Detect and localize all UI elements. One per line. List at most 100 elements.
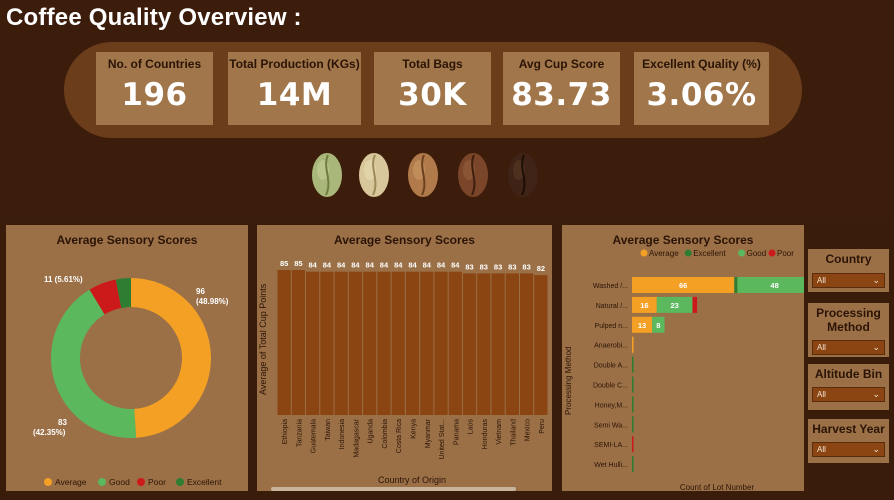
medium-roast-bean-icon — [408, 153, 438, 197]
country-tick-label: Myanmar — [425, 418, 432, 448]
stack-segment-average — [632, 296, 657, 313]
slicer-title: Harvest Year — [812, 422, 885, 436]
legend-item-good: Good — [98, 477, 130, 487]
donut-label-average-pct: (48.98%) — [196, 297, 229, 306]
country-bar — [405, 271, 420, 415]
country-tick-label: Honduras — [482, 419, 489, 450]
stack-segment-good — [737, 277, 804, 293]
country-tick-label: Mexico — [525, 419, 532, 441]
legend-item-excellent: Excellent — [176, 477, 222, 487]
processing-method-label: Washed /... — [593, 283, 628, 290]
stack-segment-value: 48 — [770, 281, 778, 290]
slicer-title: Altitude Bin — [814, 367, 883, 381]
country-bar — [277, 270, 291, 415]
green-bean-icon — [312, 153, 342, 197]
country-bar — [462, 273, 477, 415]
country-tick-label: Kenya — [411, 419, 418, 439]
stack-segment-average — [632, 316, 653, 333]
country-dropdown[interactable]: All ⌄ — [812, 273, 885, 288]
stack-segment-poor — [632, 436, 634, 453]
kpi-label: Total Production (KGs) — [229, 57, 360, 71]
svg-text:Average: Average — [55, 477, 87, 487]
stack-segment-excellent — [632, 416, 634, 433]
processing-method-chart-panel: Average Sensory Scores Average Excellent G… — [562, 225, 804, 491]
country-tick-label: Tanzania — [296, 419, 303, 447]
country-tick-label: Peru — [539, 419, 546, 434]
country-bar-value: 83 — [494, 262, 502, 271]
country-tick-label: Colombia — [382, 419, 389, 449]
processing-method-label: Semi Wa... — [594, 422, 628, 429]
kpi-label: Avg Cup Score — [518, 57, 605, 71]
altitude-bin-dropdown[interactable]: All ⌄ — [812, 387, 885, 402]
chevron-down-icon: ⌄ — [872, 444, 880, 454]
legend-item-excellent: Excellent — [684, 249, 726, 258]
donut-label-good-count: 83 — [58, 418, 67, 427]
donut-slice-average — [131, 278, 212, 438]
stack-segment-excellent — [632, 396, 634, 413]
kpi-label: No. of Countries — [107, 57, 202, 71]
country-bar-value: 83 — [465, 262, 473, 271]
country-tick-label: United Stat... — [439, 419, 446, 460]
country-tick-label: Indonesia — [339, 419, 346, 449]
processing-method-label: Natural /... — [596, 303, 628, 310]
country-bar-value: 85 — [294, 259, 302, 268]
legend-item-average: Average — [44, 477, 87, 487]
kpi-card-production: Total Production (KGs) 14M — [228, 52, 361, 125]
chevron-down-icon: ⌄ — [872, 342, 880, 352]
country-slicer: Country All ⌄ — [808, 249, 889, 292]
chevron-down-icon: ⌄ — [872, 389, 880, 399]
country-bar — [291, 270, 306, 415]
country-bar-value: 84 — [351, 261, 360, 270]
country-bar — [420, 271, 434, 415]
harvest-year-dropdown[interactable]: All ⌄ — [812, 442, 885, 457]
stack-segment-good — [656, 296, 693, 313]
processing-method-label: Double C... — [593, 383, 628, 390]
country-bar — [348, 271, 363, 415]
kpi-value: 14M — [256, 77, 333, 113]
country-bar-value: 85 — [280, 259, 288, 268]
donut-label-good-pct: (42.35%) — [33, 428, 66, 437]
donut-chart[interactable]: 96 (48.98%) 11 (5.61%) 83 (42.35%) Avera… — [6, 225, 248, 491]
stack-segment-excellent — [734, 277, 738, 293]
svg-text:Poor: Poor — [777, 249, 794, 258]
donut-chart-title: Average Sensory Scores — [56, 233, 198, 247]
slicer-title: Processing Method — [816, 306, 881, 334]
medium-dark-roast-bean-icon — [458, 153, 488, 197]
hbar-xlabel: Count of Lot Number — [680, 483, 755, 491]
header-section: Coffee Quality Overview : No. of Countri… — [0, 0, 894, 218]
country-bar-value: 84 — [437, 261, 446, 270]
stack-segment-poor — [692, 296, 698, 313]
country-bar-value: 84 — [451, 261, 460, 270]
country-bar — [491, 273, 505, 415]
processing-method-dropdown[interactable]: All ⌄ — [812, 340, 885, 355]
processing-method-slicer: Processing Method All ⌄ — [808, 303, 889, 357]
processing-method-label: Anaerobi... — [594, 343, 628, 350]
country-bar-value: 83 — [508, 262, 516, 271]
country-tick-label: Thailand — [510, 419, 517, 446]
country-bar-chart-panel: Average Sensory Scores Average of Total … — [257, 225, 552, 491]
country-bar — [477, 273, 491, 415]
country-bar-chart[interactable]: Average of Total Cup Points 85 Ethiopia 85… — [257, 225, 552, 491]
kpi-card-cup-score: Avg Cup Score 83.73 — [503, 52, 620, 125]
stack-segment-average — [632, 336, 634, 353]
dropdown-value: All — [817, 276, 826, 285]
stack-segment-value: 13 — [638, 321, 646, 330]
country-bar-value: 84 — [394, 261, 403, 270]
kpi-card-countries: No. of Countries 196 — [96, 52, 213, 125]
country-bar-value: 83 — [480, 262, 488, 271]
country-tick-label: Uganda — [368, 419, 375, 444]
donut-label-average-count: 96 — [196, 287, 205, 296]
processing-method-chart[interactable]: Average Excellent Good Poor Processing Meth… — [562, 225, 804, 491]
dark-roast-bean-icon — [508, 153, 538, 197]
kpi-value: 3.06% — [646, 77, 757, 113]
stack-segment-value: 23 — [670, 301, 678, 310]
country-bar-value: 84 — [323, 261, 332, 270]
country-bar — [320, 271, 334, 415]
country-bar — [377, 271, 391, 415]
altitude-bin-slicer: Altitude Bin All ⌄ — [808, 364, 889, 410]
country-tick-label: Taiwan — [325, 419, 332, 441]
country-bar — [334, 271, 348, 415]
donut-chart-panel: Average Sensory Scores 96 (48.98%) 11 (5… — [6, 225, 248, 491]
horizontal-scrollbar[interactable] — [271, 487, 516, 491]
stack-segment-value: 8 — [656, 321, 660, 330]
